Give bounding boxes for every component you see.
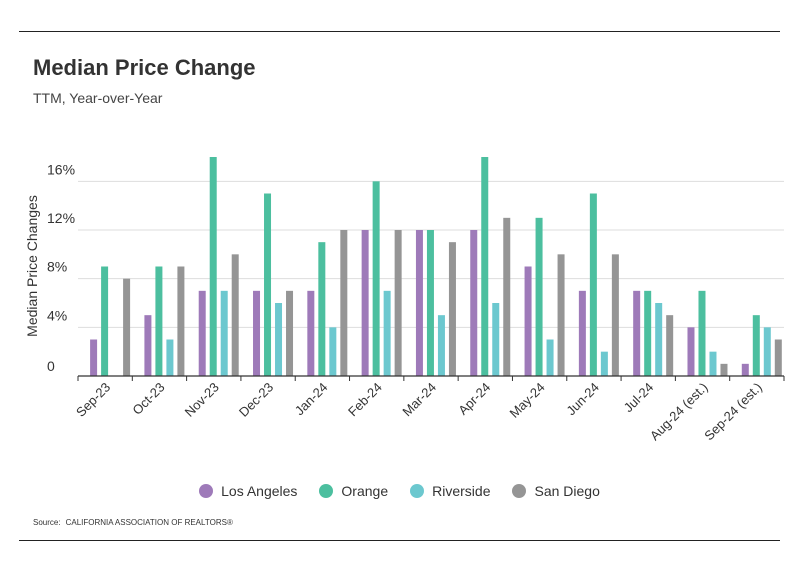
legend-item: Los Angeles (199, 483, 297, 499)
y-axis-label: Median Price Changes (24, 195, 40, 337)
legend-item: Orange (319, 483, 388, 499)
bar (687, 327, 695, 376)
bar (231, 254, 239, 376)
chart-subtitle: TTM, Year-over-Year (33, 90, 163, 106)
y-tick-label: 8% (47, 259, 67, 275)
bar (340, 230, 348, 376)
bar (198, 290, 206, 376)
bar (286, 290, 294, 376)
legend-swatch (410, 484, 425, 498)
bar (448, 242, 456, 376)
bar (655, 303, 663, 376)
bar (437, 315, 445, 376)
bars (90, 157, 782, 376)
bar (264, 193, 272, 376)
source-text: CALIFORNIA ASSOCIATION OF REALTORS® (65, 518, 233, 527)
y-tick-label: 16% (47, 161, 75, 177)
bar (535, 217, 543, 376)
bar (600, 351, 608, 376)
x-tick-label: Apr-24 (455, 380, 493, 418)
bar-chart: 0 4% 8% 12% 16% Sep-23 Oct-23 Nov-23 Dec-23 Jan-2… (24, 157, 785, 444)
y-tick-label: 0 (47, 358, 55, 374)
bar (275, 303, 283, 376)
bar (329, 327, 337, 376)
bar (698, 290, 706, 376)
chart-title: Median Price Change (33, 55, 256, 80)
bar (752, 315, 760, 376)
source-label: Source: (33, 518, 61, 527)
source-note: Source: CALIFORNIA ASSOCIATION OF REALTOR… (33, 518, 233, 527)
x-tick-label: Mar-24 (399, 380, 439, 420)
bar (611, 254, 619, 376)
bar (144, 315, 152, 376)
y-tick-label: 12% (47, 210, 75, 226)
bar (253, 290, 261, 376)
x-tick-label: Feb-24 (345, 380, 385, 420)
bar (503, 217, 511, 376)
bar (383, 290, 391, 376)
chart-legend: Los Angeles Orange Riverside San Diego (0, 483, 799, 499)
bar (763, 327, 771, 376)
x-tick-label: Jun-24 (563, 380, 602, 419)
bottom-rule (19, 540, 780, 541)
bar (774, 339, 782, 376)
bar (307, 290, 315, 376)
x-tick-label: May-24 (506, 380, 547, 421)
bar (101, 266, 109, 376)
bar (209, 157, 217, 376)
x-tick-label: Sep-24 (est.) (701, 380, 765, 444)
bar (557, 254, 565, 376)
legend-item: San Diego (512, 483, 600, 499)
bar (166, 339, 174, 376)
legend-item: Riverside (410, 483, 490, 499)
x-tick-label: Sep-23 (73, 380, 113, 420)
bar (177, 266, 185, 376)
bar (578, 290, 586, 376)
legend-label: San Diego (534, 483, 600, 499)
bar (426, 230, 434, 376)
y-tick-label: 4% (47, 307, 67, 323)
legend-swatch (319, 484, 334, 498)
bar (492, 303, 500, 376)
bar (318, 242, 326, 376)
bar (720, 363, 728, 376)
bar (633, 290, 641, 376)
x-tick-label: Dec-23 (236, 380, 276, 420)
legend-swatch (512, 484, 527, 498)
bar (90, 339, 98, 376)
bar (481, 157, 489, 376)
bar (470, 230, 478, 376)
top-rule (19, 31, 780, 32)
legend-label: Los Angeles (221, 483, 298, 499)
x-tick-label: Nov-23 (182, 380, 222, 420)
bar (546, 339, 554, 376)
x-tick-label: Jul-24 (621, 380, 657, 416)
bar (220, 290, 228, 376)
bar (589, 193, 597, 376)
bar (644, 290, 652, 376)
bar (372, 181, 380, 376)
bar (415, 230, 423, 376)
bar (524, 266, 532, 376)
legend-swatch (199, 484, 214, 498)
bar (123, 278, 131, 376)
bar (155, 266, 163, 376)
legend-label: Orange (341, 483, 389, 499)
bar (394, 230, 402, 376)
x-tick-label: Jan-24 (292, 380, 331, 419)
bar (709, 351, 717, 376)
x-tick-label: Oct-23 (129, 380, 167, 418)
bar (741, 363, 749, 376)
legend-label: Riverside (432, 483, 491, 499)
bar (666, 315, 674, 376)
bar (361, 230, 369, 376)
